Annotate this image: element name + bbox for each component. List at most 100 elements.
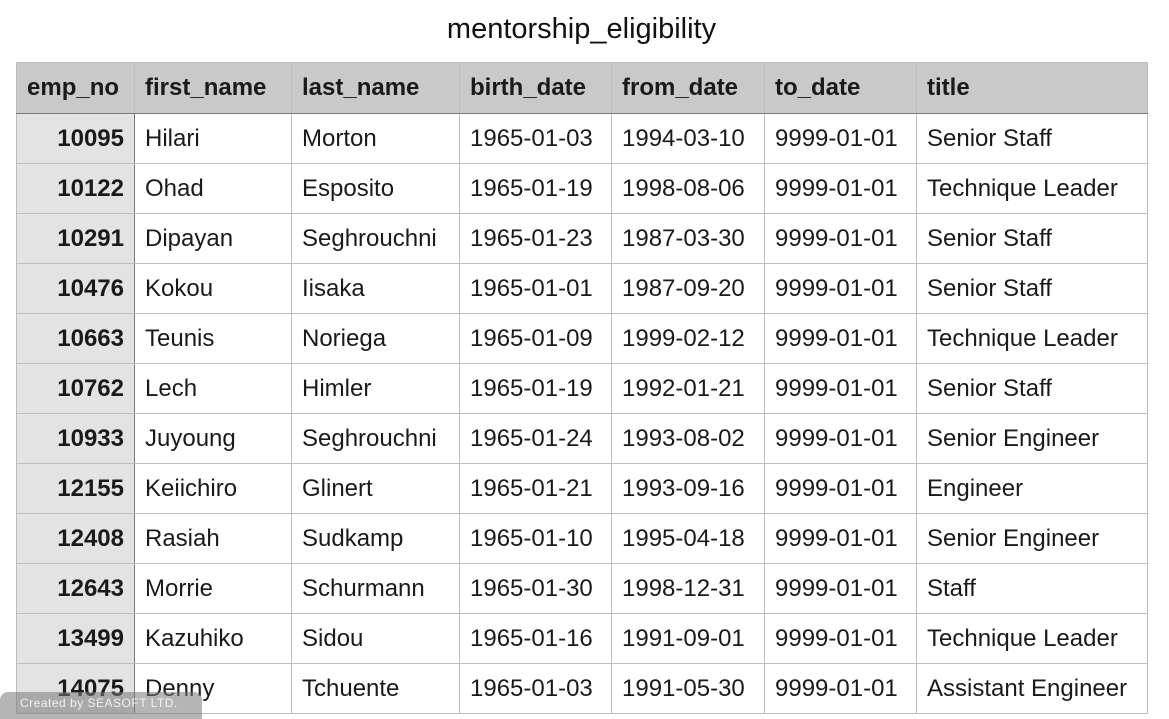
cell-birth-date[interactable]: 1965-01-16 [459,613,612,664]
cell-birth-date[interactable]: 1965-01-19 [459,163,612,214]
cell-emp-no[interactable]: 10476 [16,263,135,314]
cell-title[interactable]: Senior Engineer [916,413,1148,464]
cell-from-date[interactable]: 1995-04-18 [611,513,765,564]
cell-title[interactable]: Technique Leader [916,163,1148,214]
cell-title[interactable]: Technique Leader [916,613,1148,664]
cell-first-name[interactable]: Juyoung [134,413,292,464]
cell-emp-no[interactable]: 10663 [16,313,135,364]
cell-birth-date[interactable]: 1965-01-03 [459,663,612,714]
cell-title[interactable]: Assistant Engineer [916,663,1148,714]
cell-title[interactable]: Senior Staff [916,363,1148,414]
watermark: Created by SEASOFT LTD. [0,692,202,719]
cell-first-name[interactable]: Kokou [134,263,292,314]
cell-title[interactable]: Senior Staff [916,263,1148,314]
cell-to-date[interactable]: 9999-01-01 [764,113,917,164]
cell-to-date[interactable]: 9999-01-01 [764,363,917,414]
cell-emp-no[interactable]: 10291 [16,213,135,264]
cell-last-name[interactable]: Schurmann [291,563,460,614]
cell-from-date[interactable]: 1991-09-01 [611,613,765,664]
cell-birth-date[interactable]: 1965-01-30 [459,563,612,614]
cell-last-name[interactable]: Himler [291,363,460,414]
cell-last-name[interactable]: Seghrouchni [291,213,460,264]
cell-birth-date[interactable]: 1965-01-10 [459,513,612,564]
cell-first-name[interactable]: Morrie [134,563,292,614]
cell-to-date[interactable]: 9999-01-01 [764,613,917,664]
column-header-from-date[interactable]: from_date [611,62,765,114]
cell-birth-date[interactable]: 1965-01-01 [459,263,612,314]
cell-to-date[interactable]: 9999-01-01 [764,663,917,714]
cell-title[interactable]: Staff [916,563,1148,614]
cell-emp-no[interactable]: 10122 [16,163,135,214]
cell-first-name[interactable]: Rasiah [134,513,292,564]
cell-first-name[interactable]: Lech [134,363,292,414]
cell-to-date[interactable]: 9999-01-01 [764,513,917,564]
cell-emp-no[interactable]: 10095 [16,113,135,164]
header-row: emp_no first_name last_name birth_date f… [16,62,1148,114]
cell-emp-no[interactable]: 10762 [16,363,135,414]
cell-last-name[interactable]: Esposito [291,163,460,214]
cell-emp-no[interactable]: 13499 [16,613,135,664]
column-header-first-name[interactable]: first_name [134,62,292,114]
cell-emp-no[interactable]: 12155 [16,463,135,514]
cell-from-date[interactable]: 1993-09-16 [611,463,765,514]
cell-to-date[interactable]: 9999-01-01 [764,163,917,214]
cell-from-date[interactable]: 1992-01-21 [611,363,765,414]
cell-to-date[interactable]: 9999-01-01 [764,563,917,614]
cell-from-date[interactable]: 1998-08-06 [611,163,765,214]
table-row: 10762 Lech Himler 1965-01-19 1992-01-21 9999-… [16,363,1148,414]
cell-first-name[interactable]: Hilari [134,113,292,164]
cell-birth-date[interactable]: 1965-01-19 [459,363,612,414]
column-header-to-date[interactable]: to_date [764,62,917,114]
cell-from-date[interactable]: 1994-03-10 [611,113,765,164]
table-row: 12643 Morrie Schurmann 1965-01-30 1998-12-31… [16,563,1148,614]
cell-to-date[interactable]: 9999-01-01 [764,463,917,514]
cell-last-name[interactable]: Seghrouchni [291,413,460,464]
cell-title[interactable]: Engineer [916,463,1148,514]
column-header-last-name[interactable]: last_name [291,62,460,114]
cell-last-name[interactable]: Glinert [291,463,460,514]
cell-from-date[interactable]: 1999-02-12 [611,313,765,364]
cell-first-name[interactable]: Dipayan [134,213,292,264]
cell-last-name[interactable]: Noriega [291,313,460,364]
cell-birth-date[interactable]: 1965-01-21 [459,463,612,514]
cell-title[interactable]: Technique Leader [916,313,1148,364]
cell-from-date[interactable]: 1987-09-20 [611,263,765,314]
cell-from-date[interactable]: 1998-12-31 [611,563,765,614]
cell-to-date[interactable]: 9999-01-01 [764,213,917,264]
cell-last-name[interactable]: Sudkamp [291,513,460,564]
cell-title[interactable]: Senior Staff [916,113,1148,164]
cell-from-date[interactable]: 1987-03-30 [611,213,765,264]
cell-emp-no[interactable]: 12643 [16,563,135,614]
cell-first-name[interactable]: Kazuhiko [134,613,292,664]
cell-from-date[interactable]: 1993-08-02 [611,413,765,464]
column-header-title[interactable]: title [916,62,1148,114]
cell-last-name[interactable]: Morton [291,113,460,164]
cell-last-name[interactable]: Tchuente [291,663,460,714]
cell-to-date[interactable]: 9999-01-01 [764,263,917,314]
cell-to-date[interactable]: 9999-01-01 [764,313,917,364]
cell-last-name[interactable]: Iisaka [291,263,460,314]
table-body: 10095 Hilari Morton 1965-01-03 1994-03-10 999… [16,113,1148,714]
cell-birth-date[interactable]: 1965-01-03 [459,113,612,164]
cell-title[interactable]: Senior Engineer [916,513,1148,564]
sheet-title: mentorship_eligibility [446,13,717,45]
column-header-emp-no[interactable]: emp_no [16,62,135,114]
cell-first-name[interactable]: Ohad [134,163,292,214]
cell-birth-date[interactable]: 1965-01-09 [459,313,612,364]
table-row: 10476 Kokou Iisaka 1965-01-01 1987-09-20 9999… [16,263,1148,314]
table-row: 12408 Rasiah Sudkamp 1965-01-10 1995-04-18 99… [16,513,1148,564]
table-row: 10291 Dipayan Seghrouchni 1965-01-23 1987-03… [16,213,1148,264]
cell-title[interactable]: Senior Staff [916,213,1148,264]
cell-to-date[interactable]: 9999-01-01 [764,413,917,464]
cell-first-name[interactable]: Keiichiro [134,463,292,514]
cell-from-date[interactable]: 1991-05-30 [611,663,765,714]
table-row: 10095 Hilari Morton 1965-01-03 1994-03-10 999… [16,113,1148,164]
cell-birth-date[interactable]: 1965-01-24 [459,413,612,464]
column-header-birth-date[interactable]: birth_date [459,62,612,114]
cell-last-name[interactable]: Sidou [291,613,460,664]
cell-emp-no[interactable]: 10933 [16,413,135,464]
cell-emp-no[interactable]: 12408 [16,513,135,564]
cell-first-name[interactable]: Teunis [134,313,292,364]
cell-birth-date[interactable]: 1965-01-23 [459,213,612,264]
